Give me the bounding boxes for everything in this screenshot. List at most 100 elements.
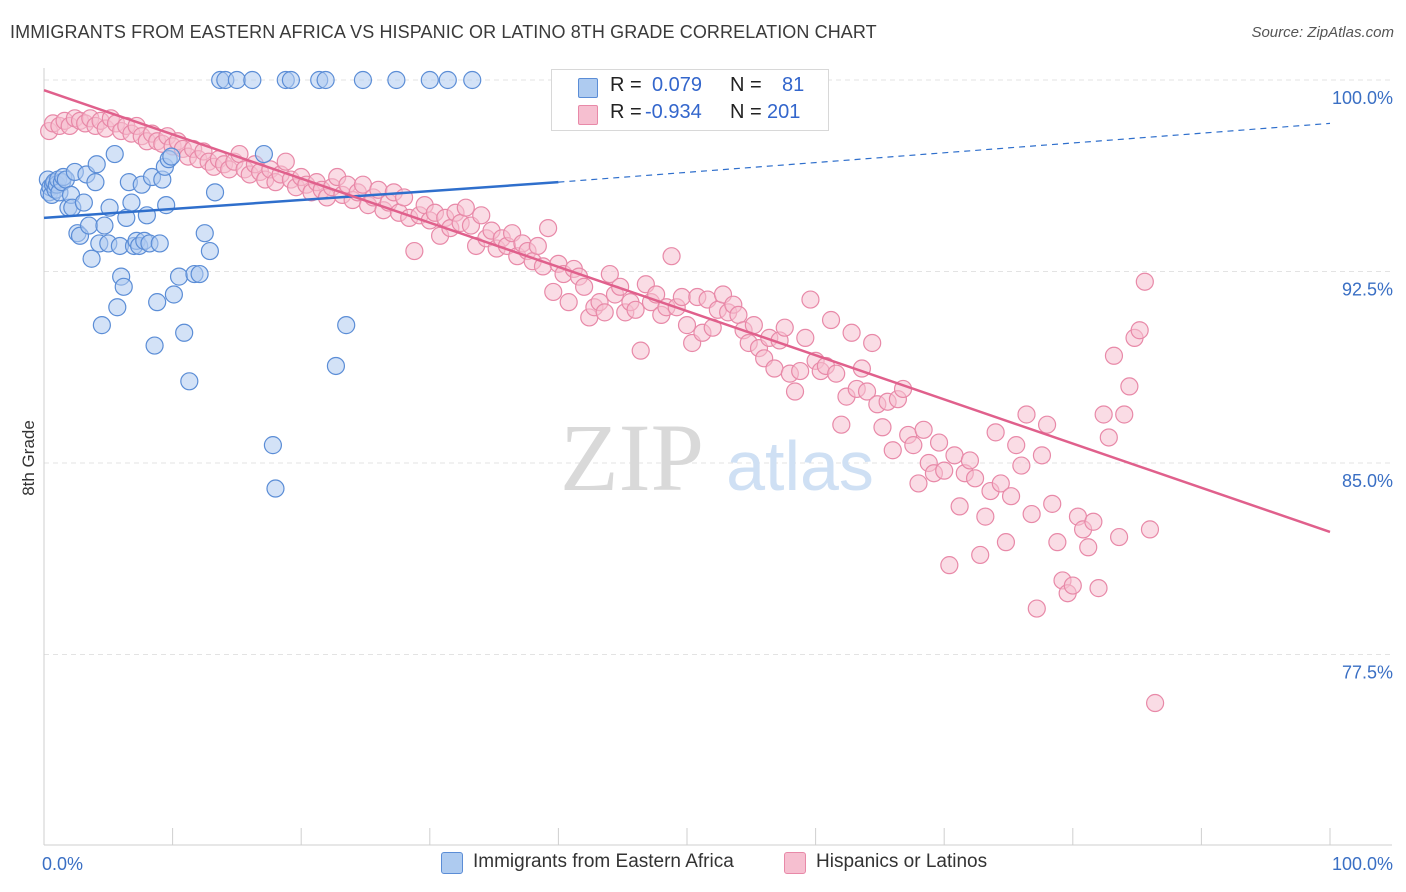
y-tick-label: 92.5%: [1342, 280, 1393, 300]
watermark-zip: ZIP: [560, 404, 704, 511]
series-hispanics-points: [40, 109, 1165, 713]
hispanics-point: [276, 152, 295, 171]
hispanics-point: [1130, 321, 1149, 340]
hispanics-point: [863, 333, 882, 353]
hispanics-point: [1109, 527, 1129, 547]
hispanics-point: [945, 446, 964, 465]
hispanics-point: [996, 533, 1016, 552]
y-tick-label: 100.0%: [1332, 88, 1393, 108]
stats-legend: R = 0.079 N = 81 R = -0.934 N = 201: [551, 69, 829, 131]
hispanics-point: [1115, 405, 1134, 424]
legend-swatch-blue: [441, 852, 463, 874]
hispanics-point: [1017, 405, 1036, 424]
hispanics-point: [775, 318, 794, 337]
hispanics-point: [539, 218, 558, 238]
hispanics-point: [873, 418, 892, 437]
eastern-africa-point: [263, 436, 283, 455]
eastern-africa-point: [108, 298, 127, 317]
legend-swatch-blue: [578, 78, 598, 98]
legend-n-label: N =: [730, 74, 762, 96]
source-credit: Source: ZipAtlas.com: [1251, 24, 1394, 41]
eastern-africa-point: [195, 224, 214, 243]
eastern-africa-point: [281, 70, 301, 90]
eastern-africa-point: [157, 196, 176, 215]
hispanics-point: [405, 241, 424, 261]
eastern-africa-point: [227, 70, 246, 90]
hispanics-point: [842, 323, 861, 342]
eastern-africa-point: [145, 336, 164, 355]
hispanics-point: [1099, 428, 1118, 447]
eastern-africa-point: [190, 264, 209, 284]
series-eastern-africa-points: [38, 70, 482, 498]
hispanics-point: [672, 287, 691, 307]
hispanics-point: [600, 264, 619, 284]
hispanics-point: [631, 341, 650, 360]
hispanics-point: [986, 423, 1005, 442]
hispanics-point: [791, 361, 810, 381]
hispanics-point: [1022, 504, 1041, 524]
legend-r-value: -0.934: [645, 101, 702, 123]
eastern-africa-point: [105, 144, 124, 164]
hispanics-point: [1104, 346, 1124, 365]
eastern-africa-point: [82, 249, 101, 268]
hispanics-point: [950, 497, 969, 516]
x-tick-label: 0.0%: [42, 854, 83, 874]
hispanics-point: [626, 300, 645, 319]
hispanics-point: [1037, 415, 1057, 434]
eastern-africa-point: [420, 70, 439, 90]
hispanics-point: [965, 469, 985, 488]
eastern-africa-point: [337, 316, 356, 335]
hispanics-point: [929, 433, 949, 452]
trend-lines: [43, 89, 1331, 534]
legend-n-label: N =: [730, 101, 762, 123]
eastern-africa-point: [74, 193, 93, 212]
eastern-africa-point: [114, 277, 133, 296]
trend-line-eastern-africa: [43, 180, 559, 220]
watermark-atlas: atlas: [726, 427, 874, 505]
hispanics-point: [1027, 599, 1046, 618]
hispanics-point: [456, 198, 475, 217]
eastern-africa-point: [164, 285, 183, 304]
hispanics-point: [1146, 693, 1165, 713]
legend-r-label: R =: [610, 101, 642, 123]
hispanics-point: [935, 461, 954, 480]
legend-r-value: 0.079: [652, 74, 703, 96]
hispanics-point: [677, 316, 697, 335]
hispanics-point: [796, 328, 815, 347]
hispanics-point: [1012, 456, 1031, 475]
eastern-africa-point: [463, 70, 482, 90]
hispanics-point: [1094, 405, 1113, 424]
axis-layer: [43, 68, 1392, 846]
trend-extension-eastern-africa: [558, 122, 1331, 183]
legend-swatch-pink: [784, 852, 806, 874]
eastern-africa-point: [326, 356, 346, 376]
eastern-africa-point: [353, 70, 373, 90]
hispanics-point: [1135, 272, 1154, 291]
legend-r-label: R =: [610, 74, 642, 96]
hispanics-point: [976, 507, 995, 526]
hispanics-point: [729, 305, 748, 325]
hispanics-point: [971, 545, 990, 565]
hispanics-point: [765, 359, 784, 378]
legend-swatch-pink: [578, 105, 598, 125]
hispanics-point: [940, 556, 959, 575]
hispanics-point: [662, 247, 681, 266]
hispanics-point: [472, 206, 491, 225]
hispanics-point: [883, 441, 902, 460]
eastern-africa-point: [169, 267, 189, 286]
hispanics-point: [1063, 576, 1082, 595]
eastern-africa-point: [150, 234, 169, 253]
eastern-africa-point: [87, 155, 106, 174]
eastern-africa-point: [92, 316, 111, 335]
hispanics-point: [827, 364, 846, 383]
legend-label-hispanics: Hispanics or Latinos: [816, 851, 988, 872]
hispanics-point: [821, 310, 841, 330]
eastern-africa-point: [205, 183, 225, 202]
eastern-africa-point: [122, 193, 141, 212]
eastern-africa-point: [266, 479, 285, 498]
watermark: ZIP atlas: [560, 404, 874, 511]
hispanics-point: [832, 415, 851, 434]
eastern-africa-point: [438, 70, 457, 90]
eastern-africa-point: [387, 70, 406, 90]
